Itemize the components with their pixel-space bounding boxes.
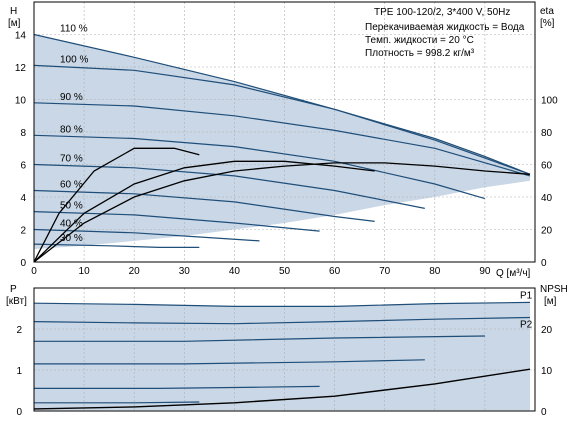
upper-y-left-label-2: [м] (8, 18, 21, 29)
speed-label: 40 % (60, 219, 83, 230)
lower-y-left-label-2: [кВт] (6, 296, 27, 307)
y-left-tick-label: 4 (20, 193, 26, 204)
info-line-temperature: Темп. жидкости = 20 °C (365, 35, 474, 46)
head-curve (33, 134, 486, 200)
x-tick-label: 10 (79, 266, 91, 277)
upper-y-left-label-1: H (10, 6, 17, 17)
head-curve (33, 228, 260, 242)
y-left-tick-label: 12 (15, 63, 27, 74)
power-area (34, 302, 530, 411)
y-right-tick-label: 80 (541, 128, 553, 139)
info-line-density: Плотность = 998.2 кг/м³ (365, 48, 475, 59)
y-right-tick-label: 20 (541, 226, 553, 237)
speed-label: 60 % (60, 180, 83, 191)
y-left-tick-label: 8 (20, 128, 26, 139)
y-right-tick-label: 60 (541, 161, 553, 172)
y-right-tick-label: 0 (541, 258, 547, 269)
x-tick-label: 80 (429, 266, 441, 277)
p-tick-label: 2 (16, 325, 22, 336)
speed-label: 70 % (60, 154, 83, 165)
x-tick-label: 20 (129, 266, 141, 277)
speed-label: 110 % (60, 24, 88, 35)
p-tick-label: 1 (16, 366, 22, 377)
power-curve (34, 401, 200, 404)
x-tick-label: 30 (179, 266, 191, 277)
y-left-tick-label: 10 (15, 96, 27, 107)
power-series-label: P1 (520, 290, 533, 301)
y-left-tick-label: 0 (20, 258, 26, 269)
power-curve (33, 316, 531, 325)
npsh-tick-label: 20 (541, 325, 553, 336)
info-line-liquid: Перекачиваемая жидкость = Вода (365, 22, 525, 33)
head-curve (33, 64, 531, 175)
x-axis-label: Q [м³/ч] (496, 268, 531, 279)
x-tick-label: 90 (479, 266, 491, 277)
head-curve (33, 243, 200, 248)
efficiency-curve (33, 162, 531, 263)
power-curve (33, 301, 531, 307)
p-tick-label: 0 (16, 407, 22, 418)
upper-y-right-label-2: [%] (540, 18, 555, 29)
y-right-tick-label: 100 (541, 96, 558, 107)
npsh-tick-label: 0 (541, 407, 547, 418)
text-layer: TPE 100-120/2, 3*400 V, 50Hz Перекачивае… (6, 6, 568, 307)
upper-y-right-label-1: eta (540, 6, 554, 17)
x-tick-label: 0 (31, 266, 37, 277)
lower-y-left-label-1: P (10, 284, 17, 295)
upper-panel: 0 10 20 30 40 50 60 70 80 90 0 2 4 6 8 10 12 14 0 20 40 60 80 1… (15, 1, 558, 277)
efficiency-curve (33, 160, 375, 263)
lower-plot-frame (33, 287, 536, 412)
power-curve (34, 385, 320, 389)
y-left-tick-label: 2 (20, 226, 26, 237)
x-tick-label: 70 (379, 266, 391, 277)
x-tick-label: 60 (329, 266, 341, 277)
head-curve (33, 189, 375, 222)
power-curve (34, 359, 425, 365)
speed-label: 30 % (60, 233, 83, 244)
npsh-tick-label: 10 (541, 366, 553, 377)
upper-plot-frame (33, 1, 536, 263)
y-left-tick-label: 6 (20, 161, 26, 172)
x-tick-label: 50 (279, 266, 291, 277)
lower-y-right-label-1: NPSH (540, 284, 568, 295)
x-tick-label: 40 (229, 266, 241, 277)
speed-label: 100 % (60, 54, 88, 65)
chart-title: TPE 100-120/2, 3*400 V, 50Hz (374, 7, 510, 18)
efficiency-curve (33, 147, 200, 263)
head-curve (33, 102, 531, 177)
y-left-tick-label: 14 (15, 31, 27, 42)
lower-y-right-label-2: [м] (544, 296, 557, 307)
power-curve (34, 335, 485, 342)
speed-label: 50 % (60, 201, 83, 212)
speed-label: 90 % (60, 92, 83, 103)
power-series-label: P2 (520, 320, 533, 331)
y-right-tick-label: 40 (541, 193, 553, 204)
npsh-curve (33, 368, 531, 410)
speed-label: 80 % (60, 124, 83, 135)
